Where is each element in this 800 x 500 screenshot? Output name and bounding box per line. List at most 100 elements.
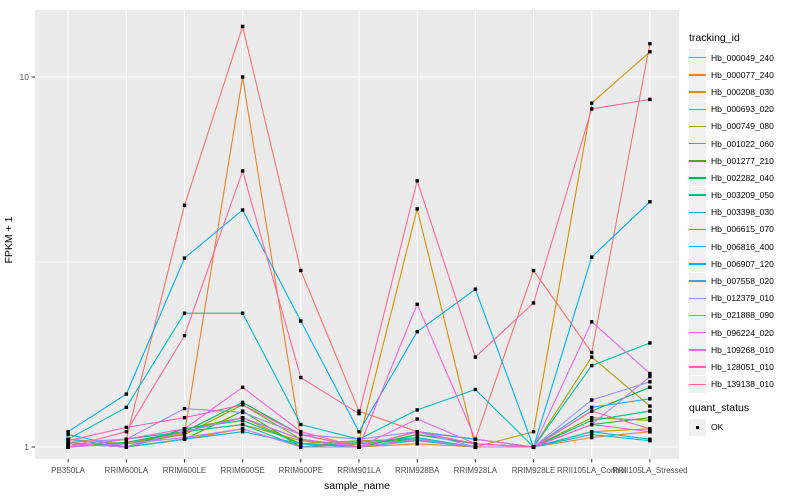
data-point (240, 169, 245, 173)
data-point (240, 311, 245, 315)
data-point (240, 430, 245, 434)
data-point (590, 422, 594, 427)
legend-item-Hb_003398_030: Hb_003398_030 (689, 203, 799, 221)
data-point (240, 385, 245, 389)
data-point (240, 422, 245, 427)
data-point (415, 437, 419, 441)
legend-item-Hb_128051_010: Hb_128051_010 (689, 358, 799, 376)
legend-key (689, 306, 706, 324)
legend-item-Hb_000077_240: Hb_000077_240 (689, 66, 799, 84)
data-point (590, 405, 594, 409)
data-point (648, 430, 652, 434)
legend-key (689, 358, 706, 376)
panel-background (35, 10, 679, 459)
legend-line-icon (689, 91, 706, 93)
data-point (357, 440, 361, 444)
legend-item-Hb_000749_080: Hb_000749_080 (689, 117, 799, 135)
data-point (415, 408, 419, 412)
legend-label: Hb_128051_010 (711, 361, 774, 372)
data-point (124, 425, 128, 430)
data-point (590, 320, 594, 324)
legend-key (689, 255, 706, 273)
legend-item-Hb_003209_050: Hb_003209_050 (689, 186, 799, 204)
legend-label: Hb_003209_050 (711, 190, 774, 201)
data-point (357, 412, 361, 416)
data-point (648, 341, 652, 345)
data-point (473, 442, 478, 446)
data-point (415, 417, 419, 421)
data-point (299, 268, 303, 273)
legend-line-icon (689, 246, 706, 248)
legend-label: Hb_007558_020 (711, 276, 774, 287)
data-point (648, 385, 652, 389)
legend-key (689, 100, 706, 118)
data-point (648, 418, 652, 423)
data-point (182, 311, 187, 315)
legend-label: Hb_096224_020 (711, 327, 774, 338)
legend-key (689, 341, 706, 359)
x-tick-label: RRIM901LA (337, 466, 381, 475)
data-point (182, 203, 187, 207)
data-point (124, 392, 128, 396)
legend-item-Hb_021888_090: Hb_021888_090 (689, 306, 799, 324)
data-point (299, 422, 303, 427)
data-point (240, 24, 245, 29)
data-point (648, 397, 652, 401)
legend-label: Hb_001277_210 (711, 155, 774, 166)
data-point (590, 363, 594, 368)
legend-key (689, 186, 706, 204)
data-point (299, 430, 303, 434)
legend-label: Hb_021888_090 (711, 310, 774, 321)
data-point (240, 400, 245, 405)
data-point (124, 442, 128, 446)
data-point (182, 256, 187, 260)
square-point-icon (695, 425, 700, 430)
legend-line-icon (689, 211, 706, 214)
data-point (473, 287, 478, 291)
data-point (240, 403, 245, 407)
data-point (590, 398, 594, 402)
x-tick-label: RRII105LA_Stressed (612, 466, 687, 475)
data-point (648, 380, 652, 384)
legend-line-icon (689, 56, 706, 59)
data-point (648, 409, 652, 413)
legend-key (689, 238, 706, 256)
data-point (182, 430, 187, 434)
data-point (531, 268, 536, 273)
data-point (240, 208, 245, 212)
data-point (124, 405, 128, 409)
legend-tracking-items: Hb_000049_240 Hb_000077_240 Hb_000208_030 H… (689, 49, 799, 393)
data-point (415, 179, 419, 183)
x-tick-label: RRIM928LE (512, 466, 556, 475)
legend-item-Hb_139138_010: Hb_139138_010 (689, 375, 799, 393)
data-point (590, 416, 594, 420)
legend-item-Hb_001022_060: Hb_001022_060 (689, 135, 799, 153)
x-axis-title: sample_name (324, 480, 390, 492)
plot-panel (35, 10, 679, 459)
data-point (124, 430, 128, 434)
data-point (648, 97, 652, 102)
legend-label: Hb_006907_120 (711, 258, 774, 269)
data-point (648, 42, 652, 46)
data-point (590, 101, 594, 105)
data-point (357, 437, 361, 441)
legend-key (689, 289, 706, 307)
legend-line-icon (689, 263, 706, 265)
legend-label: Hb_000049_240 (711, 52, 774, 63)
legend-key (689, 220, 706, 238)
x-tick-label: RRIM928LA (454, 466, 498, 475)
y-tick-label: 1 (24, 442, 29, 452)
data-point (415, 430, 419, 434)
data-point (590, 430, 594, 434)
data-point (648, 200, 652, 204)
data-point (473, 445, 478, 449)
data-point (415, 302, 419, 306)
legend-line-icon (689, 125, 706, 128)
data-point (648, 371, 652, 376)
data-point (648, 416, 652, 420)
legend-item-Hb_000208_030: Hb_000208_030 (689, 83, 799, 101)
legend-line-icon (689, 160, 706, 162)
legend-label: Hb_139138_010 (711, 379, 774, 390)
data-point (590, 355, 594, 359)
